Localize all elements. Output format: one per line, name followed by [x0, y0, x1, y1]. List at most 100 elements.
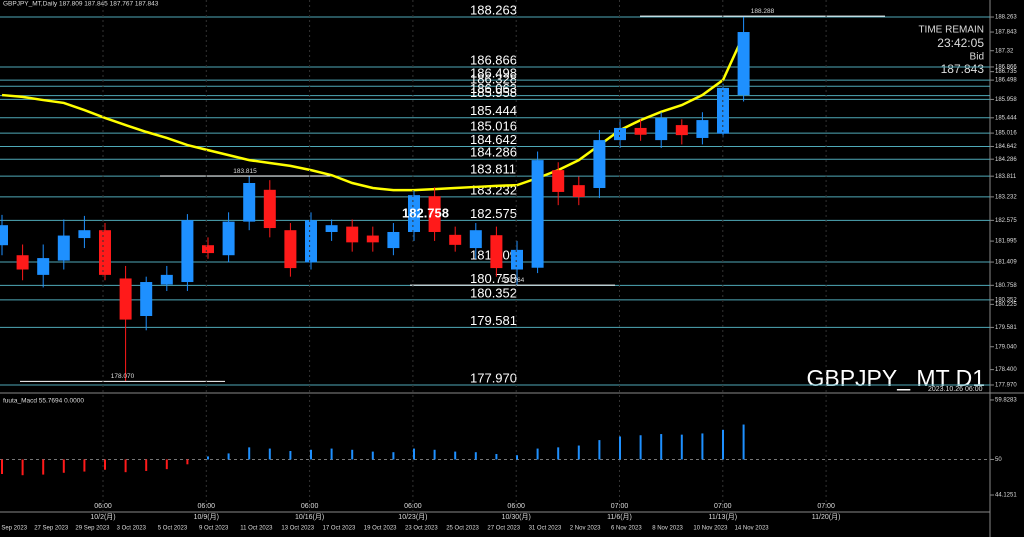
level-label: 186.328 — [470, 72, 517, 87]
x-tick-label: 27 Sep 2023 — [34, 526, 69, 532]
symbol-label: GBPJPY_ MT D1 — [806, 365, 985, 391]
y-tick-label: 184.286 — [995, 157, 1017, 163]
y-tick-label: 59.8283 — [995, 398, 1017, 404]
session-time: 07:00 — [714, 503, 732, 510]
candle-body — [202, 245, 214, 254]
session-date: 10/23(月) — [398, 513, 427, 521]
y-tick-label: 187.843 — [995, 30, 1017, 36]
timestamp: 2023.10.26 06:00 — [928, 386, 983, 393]
y-tick-label: 186.866 — [995, 65, 1017, 71]
y-tick-label: 185.016 — [995, 131, 1017, 137]
x-tick-label: 8 Nov 2023 — [652, 526, 683, 532]
candle-body — [572, 185, 585, 197]
x-tick-label: 5 Oct 2023 — [158, 526, 188, 532]
session-date: 11/20(月) — [812, 513, 841, 521]
candle-body — [346, 226, 359, 243]
session-time: 06:00 — [301, 503, 319, 510]
session-date: 10/16(月) — [295, 513, 324, 521]
candle-body — [737, 32, 750, 96]
candle-body — [675, 125, 688, 136]
level-label: 185.016 — [470, 119, 517, 134]
y-tick-label: 187.32 — [995, 48, 1014, 54]
session-time: 06:00 — [507, 503, 525, 510]
y-tick-label: 180.352 — [995, 297, 1017, 303]
candle-body — [614, 127, 626, 141]
y-tick-label: 188.263 — [995, 15, 1017, 21]
header: GBPJPY_MT,Daily 187.809 187.845 187.767 … — [3, 1, 159, 8]
bid: 187.843 — [941, 62, 985, 76]
level-label: 186.866 — [470, 52, 517, 67]
candle-body — [160, 274, 173, 285]
macd-title: fuuta_Macd 55.7694 0.0000 — [3, 398, 84, 405]
y-tick-label: 179.581 — [995, 325, 1017, 331]
time-remain: TIME REMAIN — [918, 25, 984, 36]
y-tick-label: 180.758 — [995, 283, 1017, 289]
y-tick-label: 177.970 — [995, 383, 1017, 389]
candle-body — [57, 235, 70, 261]
level-label: 180.352 — [470, 285, 517, 300]
y-tick-label: 183.232 — [995, 194, 1017, 200]
session-time: 06:00 — [404, 503, 422, 510]
candle-body — [696, 120, 709, 138]
candle-body — [531, 160, 544, 268]
extreme-label: 180.764 — [501, 277, 525, 284]
moving-average — [1, 34, 745, 192]
x-tick-label: 2 Nov 2023 — [570, 526, 601, 532]
x-tick-label: 25 Sep 2023 — [0, 526, 28, 532]
countdown: 23:42:05 — [937, 36, 984, 50]
candle-body — [284, 230, 297, 269]
extreme-label: 183.815 — [233, 168, 257, 175]
x-tick-label: 10 Nov 2023 — [693, 526, 728, 532]
x-tick-label: 17 Oct 2023 — [323, 526, 356, 532]
candle-body — [78, 230, 91, 239]
candle-body — [37, 258, 50, 275]
x-tick-label: 9 Oct 2023 — [199, 526, 229, 532]
candle-body — [490, 235, 503, 269]
y-tick-label: 44.1251 — [995, 493, 1017, 499]
y-tick-label: 181.995 — [995, 239, 1017, 245]
level-label: 180.758 — [470, 271, 517, 286]
level-label: 179.581 — [470, 313, 517, 328]
level-label: 177.970 — [470, 370, 517, 385]
x-tick-label: 25 Oct 2023 — [446, 526, 479, 532]
x-tick-label: 19 Oct 2023 — [364, 526, 397, 532]
session-time: 07:00 — [611, 503, 629, 510]
candle-body — [408, 195, 420, 232]
x-tick-label: 23 Oct 2023 — [405, 526, 438, 532]
x-tick-label: 31 Oct 2023 — [529, 526, 562, 532]
level-label: 186.063 — [470, 81, 517, 96]
bid-label: Bid — [970, 52, 984, 63]
candle-body — [552, 170, 565, 192]
extreme-label: 178.070 — [111, 373, 135, 380]
session-time: 07:00 — [817, 503, 835, 510]
candle-body — [16, 255, 29, 270]
level-label: 186.498 — [470, 66, 517, 81]
candle-body — [99, 230, 111, 275]
level-label: 185.444 — [470, 103, 517, 118]
candle-body — [119, 278, 132, 320]
candle-body — [325, 225, 338, 232]
extreme-label: 188.288 — [751, 8, 775, 15]
x-tick-label: 6 Nov 2023 — [611, 526, 642, 532]
candle-body — [593, 140, 606, 189]
session-date: 10/30(月) — [502, 513, 531, 521]
session-date: 11/13(月) — [708, 513, 737, 521]
candle-body — [366, 235, 379, 243]
x-tick-label: 3 Oct 2023 — [117, 526, 147, 532]
level-label: 188.263 — [470, 2, 517, 17]
session-time: 06:00 — [94, 503, 112, 510]
y-tick-label: 179.040 — [995, 344, 1017, 350]
candle-body — [387, 231, 400, 249]
level-label: 184.642 — [470, 132, 517, 147]
highlight-label: 182.758 — [402, 205, 449, 220]
candle-body — [222, 221, 235, 256]
y-tick-label: 184.642 — [995, 144, 1017, 150]
candle-body — [428, 196, 441, 232]
candle-body — [181, 220, 194, 283]
candle-body — [655, 117, 668, 141]
y-tick-label: 182.575 — [995, 218, 1017, 224]
y-tick-label: 178.400 — [995, 367, 1017, 373]
x-tick-label: 27 Oct 2023 — [487, 526, 520, 532]
level-label: 182.575 — [470, 206, 517, 221]
